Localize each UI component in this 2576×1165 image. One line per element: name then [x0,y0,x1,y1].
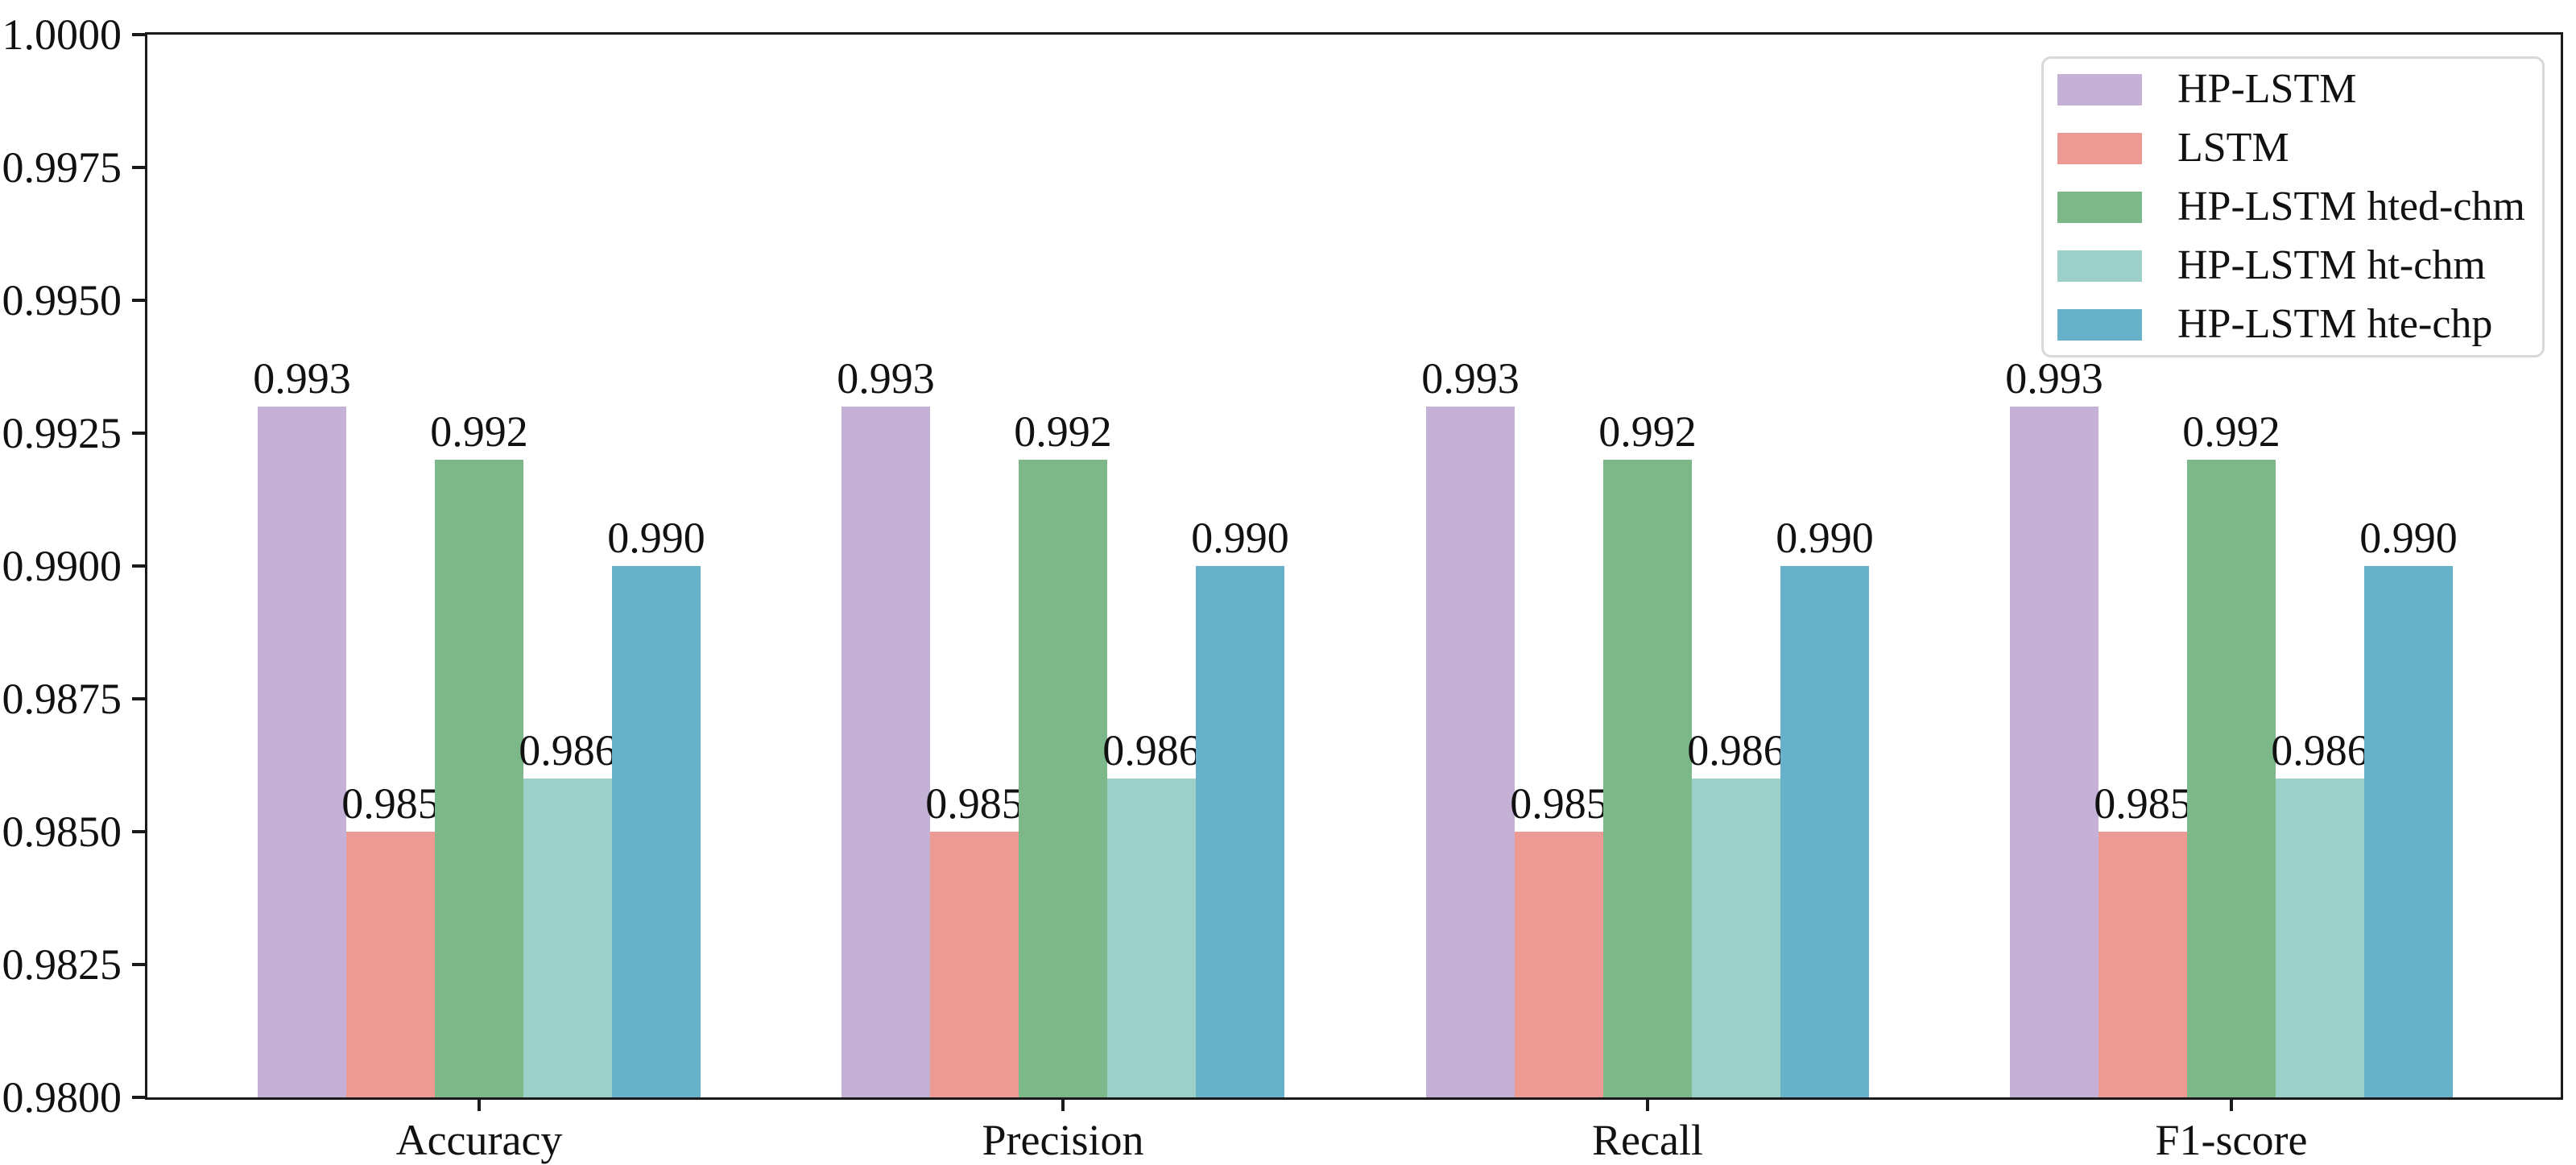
bar: 0.992 [430,410,528,1097]
y-tick [132,697,145,700]
y-tick-label: 0.9950 [2,276,122,324]
bar: 0.990 [2359,516,2458,1097]
bar: 0.992 [1598,410,1697,1097]
y-tick-label: 0.9975 [2,143,122,192]
y-tick-label: 0.9800 [2,1073,122,1122]
legend-label: HP-LSTM ht-chm [2177,242,2486,288]
bar-value-label: 0.986 [2271,726,2369,775]
y-tick-label: 0.9825 [2,940,122,989]
y-tick [132,963,145,966]
y-tick [132,564,145,568]
x-tick [2230,1100,2233,1111]
legend-swatch [2057,191,2142,223]
y-tick-label: 1.0000 [2,10,122,59]
bar: 0.990 [1191,516,1289,1097]
bar: 0.990 [1776,516,1874,1097]
y-tick-label: 0.9875 [2,675,122,723]
bar-value-label: 0.993 [837,354,935,403]
bar-value-label: 0.986 [519,726,617,775]
legend-item: HP-LSTM ht-chm [2057,237,2542,295]
x-tick-label: Accuracy [395,1116,563,1164]
y-tick [132,432,145,435]
bar: 0.986 [2271,729,2369,1097]
x-tick-label: Recall [1592,1116,1703,1164]
bar: 0.985 [925,782,1023,1097]
legend-swatch [2057,132,2142,164]
y-tick-label: 0.9925 [2,409,122,457]
bar: 0.985 [1510,782,1608,1097]
x-tick [1061,1100,1065,1111]
y-tick [132,33,145,36]
bar-value-label: 0.993 [253,354,351,403]
legend-item: HP-LSTM hted-chm [2057,178,2542,237]
bar-value-label: 0.990 [607,514,705,562]
bar-group-precision: 0.993 0.985 0.992 0.986 0.990 [837,357,1289,1097]
bar-value-label: 0.985 [2094,779,2192,828]
y-tick-label: 0.9900 [2,542,122,590]
bar-value-label: 0.990 [1191,514,1289,562]
bar: 0.985 [341,782,440,1097]
bar: 0.993 [2005,357,2103,1097]
legend-label: LSTM [2177,125,2289,171]
bar-value-label: 0.985 [341,779,440,828]
legend-swatch [2057,308,2142,341]
plot-area: 0.9800 0.9825 0.9850 0.9875 0.9900 0.9925 0.99… [2,13,2563,1164]
bar: 0.990 [607,516,705,1097]
y-tick [132,830,145,833]
bar: 0.986 [1687,729,1785,1097]
bar: 0.985 [2094,782,2192,1097]
bar-value-label: 0.992 [2182,407,2280,456]
bar-value-label: 0.992 [1598,407,1697,456]
bar-value-label: 0.990 [1776,514,1874,562]
bar-value-label: 0.985 [1510,779,1608,828]
legend-label: HP-LSTM hte-chp [2177,301,2493,347]
y-tick [132,299,145,302]
bar-value-label: 0.990 [2359,514,2458,562]
bar: 0.992 [2182,410,2280,1097]
legend-label: HP-LSTM [2177,66,2357,112]
bar-value-label: 0.993 [1421,354,1520,403]
bar: 0.993 [837,357,935,1097]
legend-swatch [2057,250,2142,282]
y-tick-label: 0.9850 [2,808,122,856]
y-tick [132,166,145,169]
bar: 0.993 [1421,357,1520,1097]
legend-item: HP-LSTM [2057,60,2542,119]
legend-item: LSTM [2057,119,2542,178]
bar-value-label: 0.986 [1687,726,1785,775]
x-tick [1646,1100,1649,1111]
x-tick [478,1100,481,1111]
bar: 0.993 [253,357,351,1097]
bar-group-f1-score: 0.993 0.985 0.992 0.986 0.990 [2005,357,2458,1097]
legend-swatch [2057,73,2142,105]
bar-value-label: 0.986 [1102,726,1201,775]
x-tick-label: F1-score [2155,1116,2308,1164]
bar-group-recall: 0.993 0.985 0.992 0.986 0.990 [1421,357,1874,1097]
bar-value-label: 0.985 [925,779,1023,828]
legend-item: HP-LSTM hte-chp [2057,295,2542,354]
bar-group-accuracy: 0.993 0.985 0.992 0.986 0.990 [253,357,705,1097]
bar: 0.992 [1014,410,1112,1097]
legend: HP-LSTM LSTM HP-LSTM hted-chm HP-LSTM ht-ch… [2041,56,2545,357]
bar: 0.986 [1102,729,1201,1097]
bar-value-label: 0.992 [430,407,528,456]
bar-value-label: 0.993 [2005,354,2103,403]
y-tick [132,1096,145,1099]
x-tick-label: Precision [982,1116,1144,1164]
bar: 0.986 [519,729,617,1097]
bar-value-label: 0.992 [1014,407,1112,456]
legend-label: HP-LSTM hted-chm [2177,184,2525,229]
